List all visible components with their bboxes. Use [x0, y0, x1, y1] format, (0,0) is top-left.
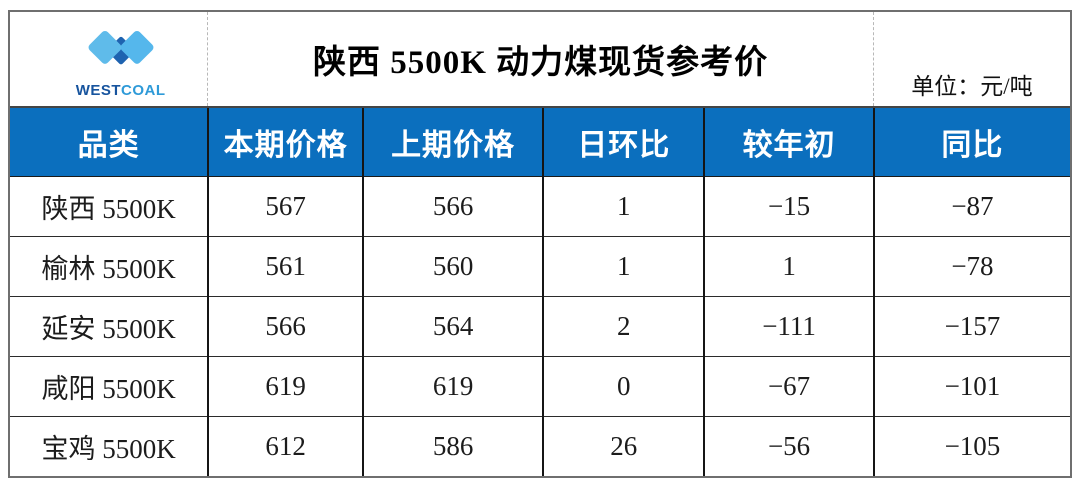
value-cell: 586 — [361, 416, 544, 476]
value-cell: 2 — [542, 296, 705, 357]
logo: WESTCOAL — [10, 12, 209, 106]
logo-wordmark-coal: COAL — [121, 82, 166, 99]
table-row-xianyang: 咸阳 5500K 619 619 0 −67 −101 — [10, 356, 1070, 417]
value-cell: 26 — [542, 416, 705, 476]
value-cell: 1 — [542, 176, 705, 237]
category-cell: 咸阳 5500K — [10, 356, 209, 417]
value-cell: 1 — [703, 236, 874, 297]
value-cell: 566 — [207, 296, 363, 357]
westcoal-logo-icon — [88, 30, 154, 65]
coal-price-sheet: WESTCOAL 陕西 5500K 动力煤现货参考价 单位：元/吨 品类 本期价… — [8, 10, 1072, 478]
value-cell: 612 — [207, 416, 363, 476]
value-cell: 0 — [542, 356, 705, 417]
value-cell: 1 — [542, 236, 705, 297]
value-cell: −67 — [703, 356, 874, 417]
category-cell: 延安 5500K — [10, 296, 209, 357]
value-cell: −56 — [703, 416, 874, 476]
column-header-previous-price: 上期价格 — [361, 108, 544, 177]
column-header-yoy: 同比 — [872, 108, 1070, 177]
value-cell: 567 — [207, 176, 363, 237]
value-cell: −15 — [703, 176, 874, 237]
value-cell: −157 — [872, 296, 1070, 357]
value-cell: 560 — [361, 236, 544, 297]
logo-wordmark-west: WEST — [75, 82, 122, 99]
column-header-current-price: 本期价格 — [207, 108, 363, 177]
value-cell: −111 — [703, 296, 874, 357]
table-row-yulin: 榆林 5500K 561 560 1 1 −78 — [10, 236, 1070, 297]
table-row-shaanxi: 陕西 5500K 567 566 1 −15 −87 — [10, 176, 1070, 237]
column-header-category: 品类 — [10, 108, 209, 177]
table-row-yanan: 延安 5500K 566 564 2 −111 −157 — [10, 296, 1070, 357]
header-band: WESTCOAL 陕西 5500K 动力煤现货参考价 单位：元/吨 — [10, 12, 1070, 108]
logo-wordmark: WESTCOAL — [73, 83, 169, 98]
value-cell: 564 — [361, 296, 544, 357]
category-cell: 陕西 5500K — [41, 194, 176, 224]
category-cell: 榆林 5500K — [10, 236, 209, 297]
logo-inner: WESTCOAL — [73, 22, 169, 98]
value-cell: −101 — [872, 356, 1070, 417]
value-cell: 619 — [207, 356, 363, 417]
value-cell: −87 — [872, 176, 1070, 237]
unit-cell: 单位：元/吨 — [874, 12, 1070, 106]
table-header-row: 品类 本期价格 上期价格 日环比 较年初 同比 — [10, 108, 1070, 177]
value-cell: 566 — [361, 176, 544, 237]
table-row-baoji: 宝鸡 5500K 612 586 26 −56 −105 — [10, 416, 1070, 476]
category-cell: 宝鸡 5500K — [10, 416, 209, 476]
value-cell: 561 — [207, 236, 363, 297]
unit-label: 单位：元/吨 — [911, 74, 1033, 99]
page-title: 陕西 5500K 动力煤现货参考价 — [208, 12, 874, 106]
column-header-daily-change: 日环比 — [542, 108, 705, 177]
column-header-vs-year-start: 较年初 — [703, 108, 874, 177]
value-cell: 619 — [361, 356, 544, 417]
price-table: 品类 本期价格 上期价格 日环比 较年初 同比 陕西 5500K 567 566… — [10, 108, 1070, 476]
value-cell: −105 — [872, 416, 1070, 476]
value-cell: −78 — [872, 236, 1070, 297]
